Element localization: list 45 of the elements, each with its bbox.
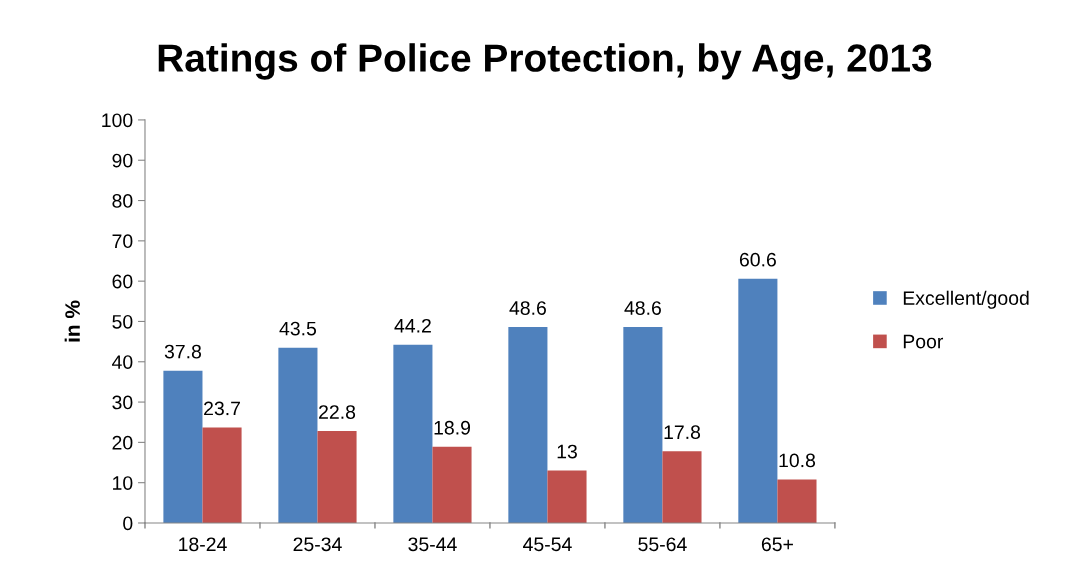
- x-tick-label: 45-54: [523, 537, 572, 552]
- y-axis-title: in %: [64, 300, 80, 342]
- data-label: 43.5: [279, 321, 317, 336]
- y-tick-label: 50: [112, 314, 133, 329]
- y-tick-label: 40: [112, 355, 133, 369]
- data-label: 13: [557, 444, 577, 459]
- x-tick-label: 65+: [761, 537, 793, 552]
- y-tick-label: 20: [112, 435, 133, 450]
- y-tick-label: 10: [113, 476, 133, 490]
- data-label: 22.8: [319, 405, 356, 419]
- y-tick-label: 70: [112, 234, 133, 249]
- y-tick-label: 90: [112, 153, 133, 168]
- bar: [777, 479, 817, 523]
- bar: [432, 446, 472, 523]
- bar: [508, 327, 548, 523]
- y-tick-label: 0: [123, 516, 133, 531]
- bar: [317, 431, 357, 523]
- bar: [662, 451, 702, 523]
- data-label: 18.9: [434, 420, 471, 435]
- bar: [163, 370, 203, 523]
- data-label: 48.6: [509, 301, 546, 315]
- y-tick-label: 30: [112, 395, 133, 410]
- x-tick-label: 18-24: [179, 537, 227, 552]
- chart-title: Ratings of Police Protection, by Age, 2013: [158, 43, 932, 80]
- y-tick-label: 80: [112, 194, 133, 208]
- y-tick-label: 100: [102, 113, 133, 128]
- bar: [278, 347, 318, 523]
- bar: [738, 278, 778, 523]
- bar: [547, 470, 587, 523]
- x-tick-label: 55-64: [638, 537, 687, 552]
- data-label: 48.6: [624, 301, 661, 315]
- bar: [623, 327, 663, 523]
- data-label: 37.8: [164, 344, 202, 359]
- data-label: 10.8: [779, 453, 816, 468]
- data-label: 17.8: [664, 425, 701, 440]
- legend-label: Poor: [903, 334, 944, 349]
- bar: [393, 344, 433, 523]
- legend-label: Excellent/good: [903, 290, 1029, 309]
- data-label: 60.6: [739, 252, 776, 267]
- data-label: 23.7: [204, 401, 240, 416]
- bar: [202, 427, 242, 523]
- x-tick-label: 35-44: [408, 537, 457, 552]
- x-tick-label: 25-34: [293, 537, 342, 552]
- data-label: 44.2: [394, 318, 431, 333]
- y-tick-label: 60: [112, 274, 133, 289]
